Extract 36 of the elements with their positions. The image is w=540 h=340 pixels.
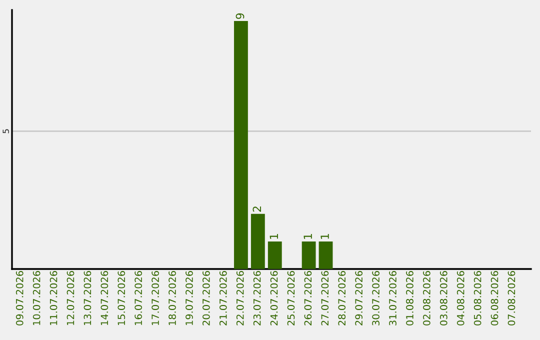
x-tick-label: 01.08.2026: [406, 271, 414, 326]
x-tick-label: 26.07.2026: [304, 271, 312, 326]
x-tick-label: 29.07.2026: [355, 271, 363, 326]
x-tick-label: 30.07.2026: [372, 271, 380, 326]
x-tick-label: 25.07.2026: [287, 271, 295, 326]
x-tick-label: 02.08.2026: [423, 271, 430, 326]
x-tick-label: 19.07.2026: [186, 271, 193, 325]
data-label: 1: [270, 234, 278, 239]
x-tick-label: 16.07.2026: [134, 271, 142, 325]
x-tick-label: 21.07.2026: [219, 271, 227, 326]
x-tick-label: 27.07.2026: [321, 271, 329, 326]
data-label: 2: [252, 206, 261, 212]
x-tick-label: 28.07.2026: [338, 271, 346, 326]
x-tick-label: 11.07.2026: [50, 271, 58, 325]
data-label: 1: [304, 234, 312, 239]
data-label: 1: [320, 234, 329, 239]
x-tick-label: 20.07.2026: [202, 271, 210, 326]
x-tick-label: 06.08.2026: [490, 271, 498, 326]
x-tick-label: 10.07.2026: [32, 271, 40, 325]
x-tick-label: 24.07.2026: [270, 271, 278, 326]
x-tick-label: 23.07.2026: [253, 271, 261, 326]
x-tick-label: 22.07.2026: [236, 271, 244, 326]
x-tick-label: 05.08.2026: [474, 271, 482, 326]
x-tick-label: 04.08.2026: [456, 271, 464, 326]
x-tick-label: 15.07.2026: [118, 271, 126, 325]
x-tick-label: 07.08.2026: [508, 271, 516, 326]
x-tick-label: 12.07.2026: [66, 271, 74, 325]
x-tick-label: 09.07.2026: [16, 271, 24, 326]
x-tick-label: 18.07.2026: [168, 271, 176, 325]
x-tick-label: 13.07.2026: [84, 271, 92, 325]
x-tick-label: 31.07.2026: [389, 271, 396, 326]
x-tick-label: 03.08.2026: [440, 271, 448, 326]
ref-line-label: 5: [2, 129, 9, 134]
x-tick-label: 14.07.2026: [100, 271, 108, 325]
data-label: 9: [236, 13, 244, 19]
x-tick-label: 17.07.2026: [152, 271, 159, 325]
